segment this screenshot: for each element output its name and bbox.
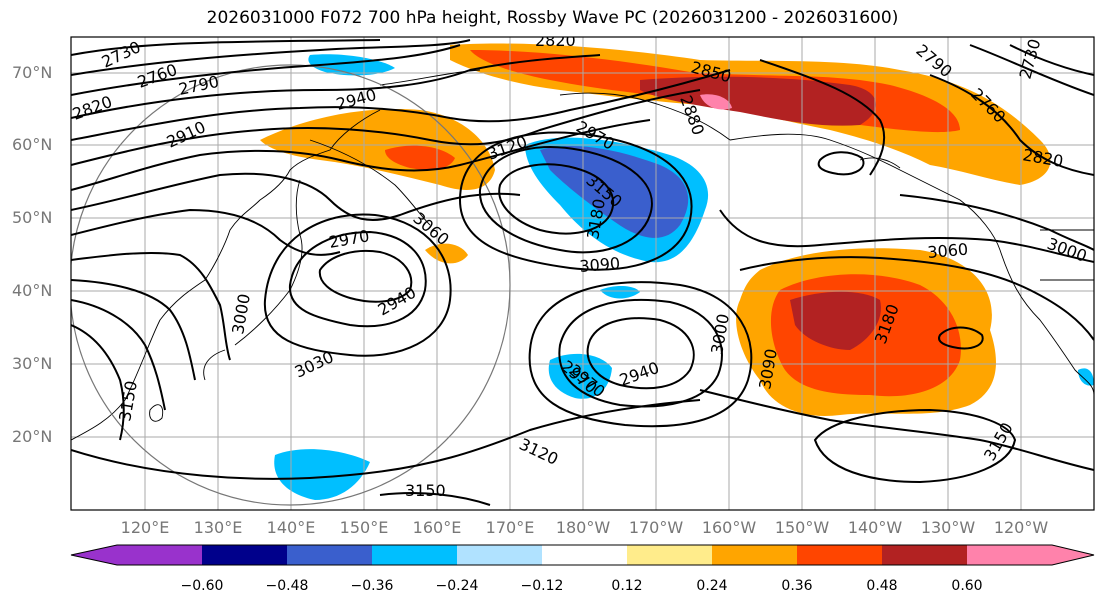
lon-label: 160°E	[412, 518, 462, 537]
colorbar	[70, 544, 1095, 566]
colorbar-tick-label: −0.48	[265, 578, 309, 594]
contour-label: 3150	[405, 481, 446, 500]
colorbar-min-extension	[71, 545, 117, 565]
colorbar-segment	[457, 545, 542, 565]
lon-label: 150°E	[339, 518, 389, 537]
colorbar-tick-label: −0.36	[350, 578, 394, 594]
lat-label: 70°N	[12, 63, 53, 82]
colorbar-tick-label: −0.24	[435, 578, 479, 594]
lon-label: 170°W	[628, 518, 684, 537]
contour-label: 3120	[485, 132, 530, 164]
coastlines	[71, 69, 1094, 441]
colorbar-tick-label: −0.60	[180, 578, 224, 594]
contour-label: 2820	[70, 92, 115, 124]
great-circle-outline	[71, 64, 511, 506]
lon-label: 170°E	[485, 518, 535, 537]
colorbar-segment	[882, 545, 967, 565]
contour-label: 3120	[516, 434, 561, 468]
colorbar-max-extension	[1052, 545, 1094, 565]
lat-label: 30°N	[12, 354, 53, 373]
lon-label: 120°E	[120, 518, 170, 537]
colorbar-tick-label: 0.36	[781, 578, 813, 594]
lon-label: 130°E	[193, 518, 243, 537]
contour-label: 3090	[579, 254, 621, 276]
lon-label: 140°W	[847, 518, 903, 537]
lat-label: 20°N	[12, 427, 53, 446]
contour-label: 3000	[1045, 234, 1090, 266]
lon-label: 140°E	[266, 518, 316, 537]
contour-label: 2940	[375, 283, 420, 320]
contour-label: 3060	[927, 240, 969, 262]
colorbar-segment	[287, 545, 372, 565]
colorbar-segment	[967, 545, 1052, 565]
contour-label: 3030	[292, 347, 337, 381]
contour-label: 3000	[228, 292, 254, 335]
colorbar-outline	[70, 544, 1095, 566]
lon-label: 160°W	[701, 518, 757, 537]
figure-title: 2026031000 F072 700 hPa height, Rossby W…	[206, 8, 899, 28]
map-frame	[70, 36, 1095, 511]
contour-labels: 2730 2760 2790 2820 2910 2940 2820 2850 …	[70, 31, 1090, 500]
colorbar-tick-label: 0.12	[611, 578, 643, 594]
colorbar-segment	[202, 545, 287, 565]
lon-label: 150°W	[774, 518, 830, 537]
colorbar-segment	[542, 545, 627, 565]
lon-label: 180°W	[555, 518, 611, 537]
contour-label: 3150	[115, 379, 141, 422]
colorbar-segment	[117, 545, 202, 565]
colorbar-segment	[712, 545, 797, 565]
colorbar-tick-label: 0.24	[696, 578, 728, 594]
height-contours	[71, 39, 1094, 506]
lat-label: 40°N	[12, 281, 53, 300]
lon-label: 120°W	[993, 518, 1049, 537]
colorbar-segment	[627, 545, 712, 565]
lon-label: 130°W	[920, 518, 976, 537]
colorbar-segment	[372, 545, 457, 565]
contour-label: 2820	[535, 31, 576, 50]
contour-label: 2940	[617, 358, 662, 390]
positive-anomaly-shading	[260, 43, 1051, 416]
colorbar-segment	[797, 545, 882, 565]
colorbar-tick-label: 0.48	[866, 578, 898, 594]
lat-label: 60°N	[12, 135, 53, 154]
colorbar-tick-label: −0.12	[520, 578, 564, 594]
lat-label: 50°N	[12, 208, 53, 227]
colorbar-tick-label: 0.60	[951, 578, 983, 594]
